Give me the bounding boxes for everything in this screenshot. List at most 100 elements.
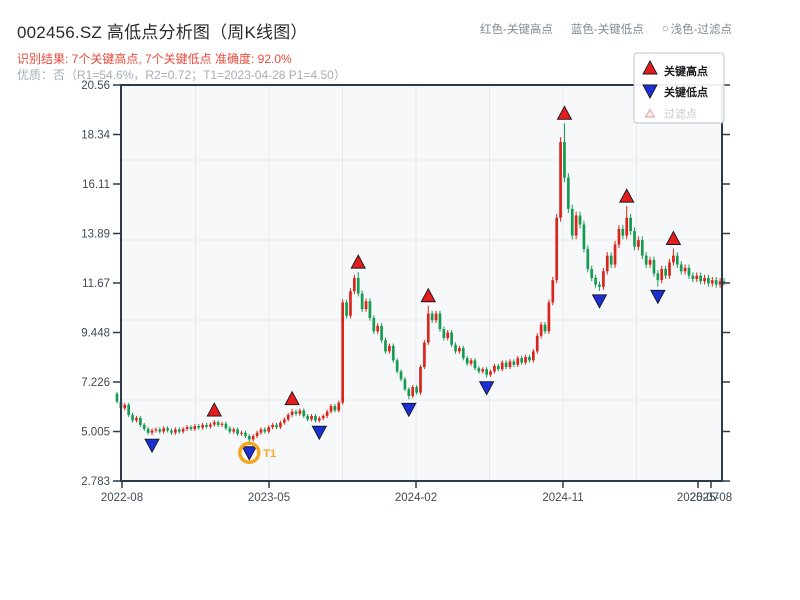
key-high-marker	[350, 254, 366, 269]
candle-body	[477, 368, 481, 372]
candle-body	[325, 411, 329, 417]
key-low-marker	[650, 289, 666, 305]
candle-body	[255, 432, 259, 437]
key-high-marker	[556, 105, 573, 120]
candle-body	[388, 345, 391, 352]
candle-body	[209, 424, 212, 427]
candle-body	[403, 379, 407, 390]
candle-body	[567, 177, 570, 209]
candle-body	[310, 416, 313, 420]
candle-body	[602, 271, 605, 287]
candle-body	[177, 429, 181, 432]
candle-body	[321, 416, 325, 419]
candle-body	[461, 348, 465, 359]
candle-body	[314, 416, 317, 421]
y-axis-label: 9.448	[81, 328, 110, 340]
candle-body	[516, 358, 520, 365]
candle-body	[216, 422, 220, 425]
candle-body	[703, 277, 706, 282]
candle-body	[391, 345, 395, 361]
candle-body	[481, 369, 485, 372]
candle-body	[345, 302, 348, 316]
candle-body	[679, 264, 683, 272]
candle-body	[294, 411, 298, 414]
candle-body	[454, 344, 457, 352]
candle-body	[683, 267, 687, 272]
candle-body	[426, 313, 430, 343]
page-title: 002456.SZ 高低点分析图（周K线图）	[17, 23, 308, 42]
candle-body	[500, 362, 504, 370]
candle-body	[170, 430, 173, 433]
candle-body	[578, 215, 582, 225]
legend-key-high-label: 红色-关键高点	[480, 24, 553, 36]
candle-body	[722, 281, 726, 283]
candle-body	[699, 275, 703, 282]
legend-key-high-note: 红色-关键高点	[480, 21, 553, 37]
candle-body	[633, 231, 636, 247]
y-axis-label: 16.11	[82, 179, 110, 191]
candle-body	[193, 426, 197, 429]
candle-body	[465, 358, 469, 364]
candle-body	[185, 427, 189, 429]
key-low-marker	[478, 381, 495, 396]
quality-summary-text: 优质：否（R1=54.6%，R2=0.72；T1=2023-04-28 P1=4…	[17, 68, 346, 82]
candle-body	[664, 268, 667, 276]
candle-body	[660, 268, 664, 281]
candle-body	[201, 424, 204, 428]
key-high-marker	[206, 402, 223, 417]
candle-body	[282, 419, 286, 423]
candle-body	[504, 362, 508, 368]
legend-filter-label: 浅色-过滤点	[670, 24, 732, 36]
candle-body	[458, 348, 461, 352]
candle-body	[438, 313, 442, 330]
candle-body	[710, 280, 714, 284]
candle-body	[247, 436, 251, 440]
chart-legend-box	[633, 52, 725, 124]
y-axis-label: 18.34	[81, 130, 110, 142]
candle-body	[594, 277, 597, 285]
candle-body	[598, 284, 601, 287]
candle-body	[240, 432, 243, 434]
candle-body	[652, 260, 656, 274]
candle-body	[609, 255, 613, 265]
candle-body	[617, 228, 621, 245]
candle-body	[512, 361, 516, 365]
candle-body	[131, 414, 134, 421]
candle-body	[489, 371, 492, 375]
candle-body	[290, 411, 294, 415]
candle-body	[586, 248, 590, 269]
candle-body	[341, 302, 345, 403]
circle-icon: ○	[661, 23, 669, 35]
candle-body	[691, 275, 695, 280]
legend-item-key-high: 关键高点	[664, 64, 708, 78]
legend-item-filter: 过滤点	[664, 108, 697, 121]
candle-body	[205, 424, 208, 427]
candle-body	[337, 402, 341, 411]
candle-body	[236, 429, 239, 434]
candle-body	[640, 240, 644, 256]
candle-body	[212, 422, 216, 425]
candle-body	[563, 142, 566, 178]
y-axis-label: 11.67	[82, 278, 110, 290]
candle-body	[520, 358, 524, 363]
candle-body	[493, 365, 496, 372]
candle-body	[718, 281, 722, 285]
candle-body	[298, 410, 302, 414]
candle-body	[423, 342, 426, 368]
candle-body	[430, 313, 434, 321]
candle-body	[244, 432, 247, 437]
candle-body	[469, 360, 473, 364]
recognition-result-text: 识别结果: 7个关键高点, 7个关键低点 准确度: 92.0%	[17, 52, 292, 66]
candle-body	[380, 325, 383, 341]
candle-body	[395, 360, 399, 372]
legend-high-triangle-icon	[642, 60, 658, 75]
x-axis-label: 2025-08	[690, 492, 732, 504]
legend-filter-triangle-icon	[644, 108, 656, 118]
candle-body	[127, 404, 131, 415]
key-low-marker	[591, 294, 608, 309]
filter-circle-marker	[238, 441, 261, 465]
candle-body	[376, 325, 380, 332]
candle-body	[547, 302, 551, 332]
